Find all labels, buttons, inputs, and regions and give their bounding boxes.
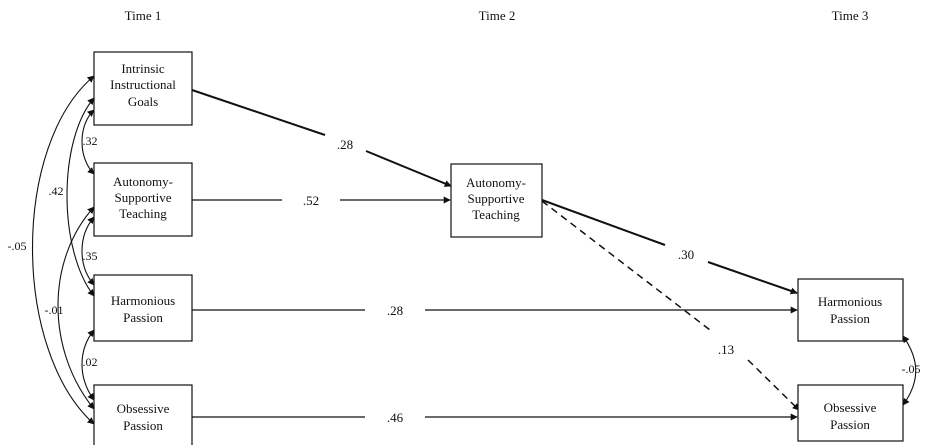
corr-label-ast1-hp1: .35 [83, 249, 98, 263]
corr-label-iig-ast1: .32 [83, 134, 98, 148]
box-label-line: Passion [830, 417, 870, 432]
box-autonomy-supportive-teaching-t2: Autonomy- Supportive Teaching [450, 163, 543, 238]
box-label-line: Supportive [467, 191, 524, 206]
box-label-line: Autonomy- [113, 174, 173, 189]
corr-iig-op1 [32, 75, 95, 425]
box-label-line: Harmonious [818, 294, 882, 309]
box-label-line: Harmonious [111, 293, 175, 308]
box-label-line: Autonomy- [466, 175, 526, 190]
time-2-header: Time 2 [479, 8, 516, 23]
box-intrinsic-instructional-goals: Intrinsic Instructional Goals [93, 51, 193, 126]
box-obsessive-passion-t1: Obsessive Passion [93, 384, 193, 445]
box-label-line: Obsessive [117, 401, 170, 416]
corr-ast1-op1 [57, 206, 95, 410]
path-ast2-to-op3-b [747, 359, 800, 411]
box-label-line: Teaching [472, 207, 520, 222]
path-ast2-to-hp3-a [541, 199, 666, 246]
box-label-line: Passion [123, 418, 163, 433]
coef-ast1-ast2: .52 [303, 193, 319, 208]
coef-ast2-op3: .13 [718, 342, 734, 357]
coef-hp1-hp3: .28 [387, 303, 403, 318]
corr-label-iig-op1: -.05 [8, 239, 27, 253]
corr-hp3-op3 [902, 335, 917, 406]
box-label-line: Teaching [119, 206, 167, 221]
box-harmonious-passion-t1: Harmonious Passion [93, 274, 193, 342]
box-label-line: Obsessive [824, 400, 877, 415]
corr-label-ast1-op1: -.01 [45, 303, 64, 317]
box-label-line: Passion [123, 310, 163, 325]
path-iig-to-ast2-b [365, 150, 452, 187]
box-label-line: Instructional [110, 77, 176, 92]
corr-label-iig-hp1: .42 [49, 184, 64, 198]
path-ast2-to-op3-a [541, 200, 711, 331]
box-obsessive-passion-t3: Obsessive Passion [797, 384, 904, 442]
box-label-line: Supportive [114, 190, 171, 205]
corr-label-hp1-op1: .02 [83, 355, 98, 369]
coef-iig-ast2: .28 [337, 137, 353, 152]
path-iig-to-ast2-a [191, 89, 326, 136]
corr-iig-hp1 [66, 97, 95, 297]
box-label-line: Passion [830, 311, 870, 326]
box-autonomy-supportive-teaching-t1: Autonomy- Supportive Teaching [93, 162, 193, 237]
box-harmonious-passion-t3: Harmonious Passion [797, 278, 904, 342]
time-3-header: Time 3 [832, 8, 869, 23]
box-label-line: Intrinsic [121, 61, 165, 76]
coef-ast2-hp3: .30 [678, 247, 694, 262]
path-ast2-to-hp3-b [707, 261, 798, 295]
coef-op1-op3: .46 [387, 410, 404, 425]
box-label-line: Goals [128, 94, 158, 109]
corr-label-hp3-op3: -.05 [902, 362, 921, 376]
time-1-header: Time 1 [125, 8, 162, 23]
